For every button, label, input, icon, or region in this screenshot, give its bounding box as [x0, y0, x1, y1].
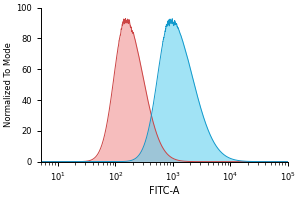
- Y-axis label: Normalized To Mode: Normalized To Mode: [4, 42, 13, 127]
- X-axis label: FITC-A: FITC-A: [149, 186, 179, 196]
